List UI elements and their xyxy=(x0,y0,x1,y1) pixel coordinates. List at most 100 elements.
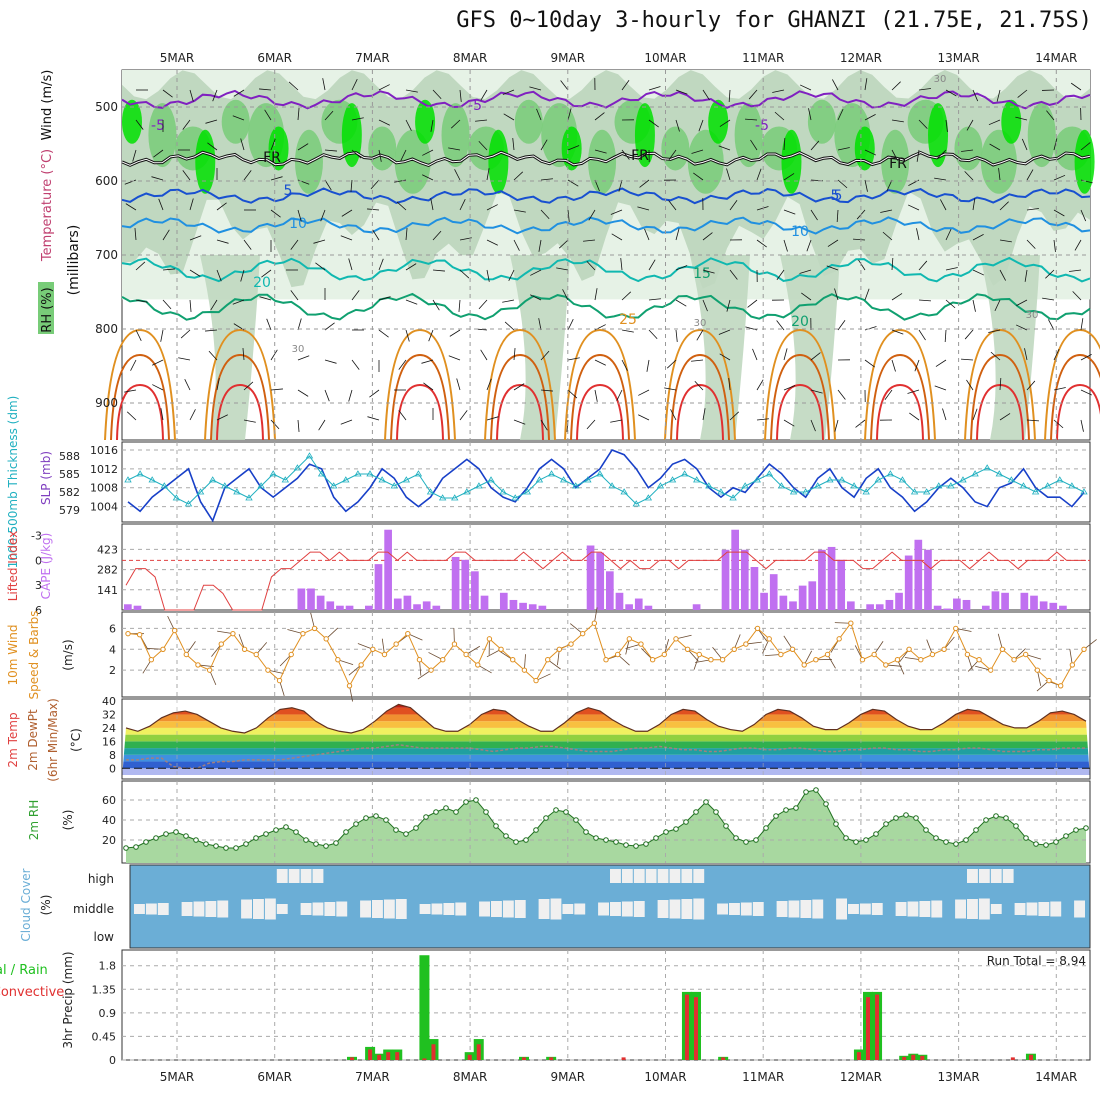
wind-barb xyxy=(648,298,661,301)
wind-barb xyxy=(297,355,310,361)
cape-bar xyxy=(307,588,315,610)
wind-speed-point xyxy=(440,657,446,663)
wind-barb xyxy=(702,408,706,421)
cloud-middle-bar xyxy=(205,901,217,917)
wind-barb xyxy=(432,269,445,272)
wind-barb xyxy=(135,119,144,130)
wind-barb xyxy=(242,348,245,361)
ylabel-thickness: 1000-500mb Thickness (dm) xyxy=(6,396,20,569)
wind-speed-point xyxy=(253,651,259,658)
wind-barb xyxy=(988,329,1001,333)
rh-point xyxy=(1083,825,1089,831)
wind-barb xyxy=(588,209,596,221)
temperature-contour xyxy=(121,187,1091,205)
wind-barb xyxy=(567,209,570,222)
rh-point xyxy=(1043,842,1049,848)
wind-speed-point xyxy=(673,636,679,642)
thickness-point xyxy=(160,482,169,489)
wind-barb xyxy=(594,149,607,154)
contour-label: FR xyxy=(263,150,281,166)
precip-convective-bar xyxy=(467,1054,472,1060)
thickness-point xyxy=(789,488,798,495)
wind-barb xyxy=(891,81,901,91)
wind-barb xyxy=(1070,82,1082,91)
wind-barb xyxy=(1053,239,1056,252)
wind-barb xyxy=(502,299,515,303)
rh-point xyxy=(393,827,399,833)
wind-barb xyxy=(432,89,442,100)
wind-barb xyxy=(189,299,192,312)
thickness-point xyxy=(596,470,604,477)
wind-barb xyxy=(351,79,358,91)
cloud-middle-bar xyxy=(538,899,550,919)
wind-barb xyxy=(719,119,731,127)
rh-point xyxy=(953,841,959,847)
wind-barb xyxy=(618,179,623,192)
wind-barb xyxy=(567,145,580,151)
wind-speed-point xyxy=(300,630,306,637)
wind-barb xyxy=(261,269,272,278)
wind-barb xyxy=(837,108,844,121)
wind-barb xyxy=(430,119,434,132)
wind-barb xyxy=(458,299,461,312)
wind-barb xyxy=(405,263,417,271)
rh-point xyxy=(833,821,839,827)
rh-point xyxy=(223,845,229,851)
wind-barb xyxy=(216,378,220,391)
wind-barb xyxy=(530,294,542,301)
wind-speed-point xyxy=(1011,657,1017,663)
warm-contour-loop xyxy=(210,353,270,441)
rh-high-blob xyxy=(781,129,802,194)
wind-barb xyxy=(378,258,384,271)
rh-point xyxy=(503,833,509,839)
wind-speed-point xyxy=(684,646,691,652)
cloud-high-bar xyxy=(300,869,312,883)
wind-barb xyxy=(324,389,330,402)
wind-barb xyxy=(232,299,245,305)
precip-convective-bar xyxy=(377,1054,382,1060)
rh-point xyxy=(823,801,829,807)
rh-area xyxy=(126,790,1086,863)
wind-barb xyxy=(486,168,490,181)
rh-point xyxy=(973,827,979,833)
wind-barb xyxy=(486,378,492,391)
rh-point xyxy=(1013,823,1019,829)
wind-barb xyxy=(135,261,146,271)
wind-barb xyxy=(560,80,569,91)
wind-speed-point xyxy=(661,651,667,658)
rh-point xyxy=(373,813,379,819)
rh-high-blob xyxy=(734,103,763,168)
wind-barb xyxy=(1026,169,1034,181)
wind-barb xyxy=(664,387,677,391)
wind-barb xyxy=(232,115,245,121)
temp-band xyxy=(122,714,1090,722)
li-tick-label: -3 xyxy=(31,530,42,543)
cloud-middle-bar xyxy=(621,901,633,917)
contour-label: FR xyxy=(631,148,649,164)
thickness-point xyxy=(995,470,1003,477)
wind-barb xyxy=(1053,419,1064,429)
wind-barb xyxy=(134,228,137,241)
wind-barb xyxy=(212,89,218,102)
wind-barb xyxy=(810,389,823,394)
temp-band xyxy=(122,727,1090,735)
wind-barb xyxy=(378,296,391,301)
rh-point xyxy=(493,823,499,829)
rh-high-blob xyxy=(441,103,470,168)
thickness-tick-label: 582 xyxy=(59,486,80,499)
wind-barb xyxy=(999,413,1011,421)
wind-barb xyxy=(719,353,731,361)
wind-barb xyxy=(891,149,898,161)
wind-barb xyxy=(988,119,1001,126)
rh-point xyxy=(893,815,899,821)
wind-barb xyxy=(728,89,731,102)
thickness-point xyxy=(959,476,967,483)
wind-barb xyxy=(503,113,515,121)
wind-barb xyxy=(648,119,659,128)
wind-barb xyxy=(611,233,623,241)
warm-contour-loop xyxy=(670,353,730,441)
precip-convective-bar xyxy=(721,1057,726,1060)
li-tick-label: 3 xyxy=(35,579,42,592)
wind-barb xyxy=(243,239,252,250)
thickness-point xyxy=(124,476,132,483)
